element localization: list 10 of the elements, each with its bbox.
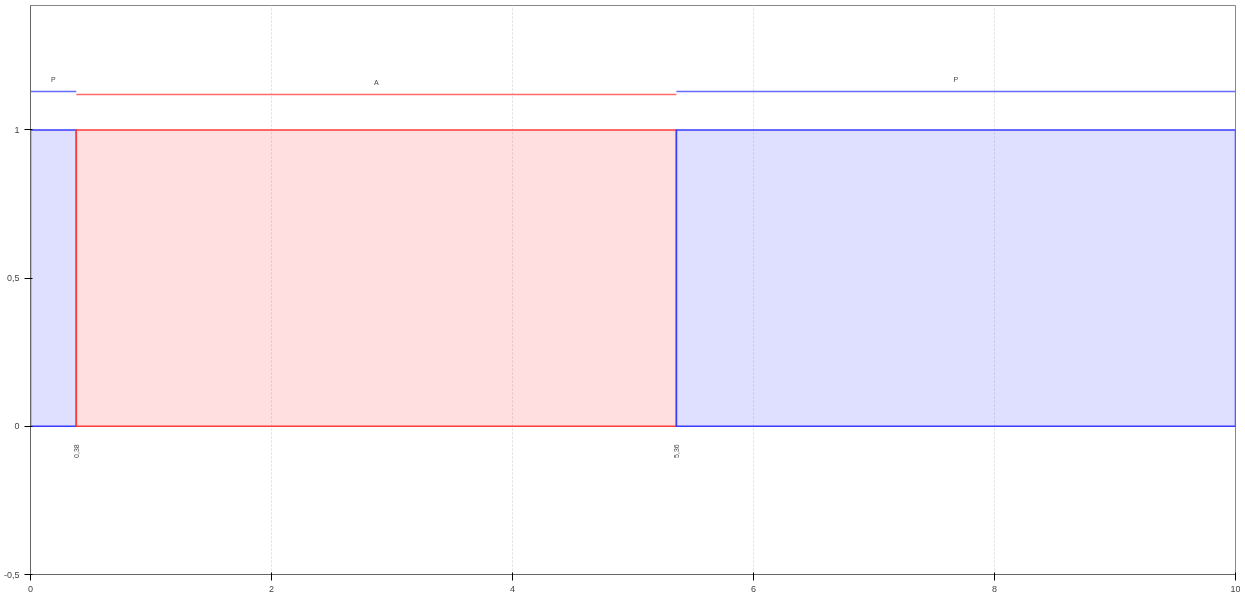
x-tick-label: 10 xyxy=(1230,583,1241,594)
x-tick-label: 8 xyxy=(992,583,998,594)
x-tick-label: 2 xyxy=(269,583,275,594)
x-tick-label: 4 xyxy=(510,583,516,594)
y-tick-label: 0,5 xyxy=(6,273,20,284)
y-tick-label: 1 xyxy=(14,124,20,135)
y-tick-label: -0,5 xyxy=(3,569,20,580)
y-tick-label: 0 xyxy=(14,421,20,432)
x-tick-label: 6 xyxy=(751,583,757,594)
x-tick-label: 0 xyxy=(28,583,34,594)
